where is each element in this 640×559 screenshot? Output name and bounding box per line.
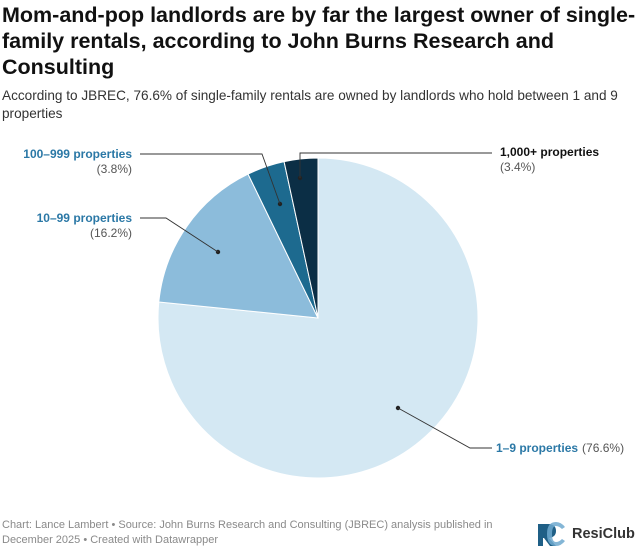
slice-label-name: 1,000+ properties — [500, 145, 599, 159]
slice-label-value: (16.2%) — [90, 226, 132, 240]
pie-slice-4 — [283, 157, 319, 319]
slice-label-name: 10–99 properties — [37, 211, 133, 225]
chart-subtitle: According to JBREC, 76.6% of single-fami… — [2, 88, 618, 121]
chart-footer: Chart: Lance Lambert • Source: John Burn… — [2, 519, 493, 546]
slice-label-value: (3.8%) — [97, 162, 132, 176]
pie-callouts: 1–9 properties (76.6%) 10–99 properties (16… — [23, 145, 624, 455]
slice-label: 1–9 properties (76.6%) — [496, 441, 624, 455]
chart-title: Mom-and-pop landlords are by far the lar… — [2, 3, 636, 79]
slice-label-name: 100–999 properties — [23, 147, 132, 161]
slice-label: 100–999 properties (3.8%) — [23, 147, 132, 176]
brand-name: ResiClub — [572, 526, 635, 542]
slice-label: 10–99 properties (16.2%) — [37, 211, 133, 240]
resiclub-logo-icon — [538, 522, 565, 546]
pie-slices — [157, 157, 479, 479]
callout-line — [140, 153, 281, 205]
pie-slice-2 — [158, 173, 319, 319]
callout-line — [140, 217, 219, 253]
slice-label-name: 1–9 properties — [496, 441, 578, 455]
brand[interactable]: ResiClub — [534, 518, 635, 550]
callout-line — [397, 407, 492, 449]
slice-label-value: (3.4%) — [500, 160, 535, 174]
slice-label-value: (76.6%) — [582, 441, 624, 455]
slice-label: 1,000+ properties (3.4%) — [500, 145, 599, 174]
callout-line — [299, 152, 492, 178]
